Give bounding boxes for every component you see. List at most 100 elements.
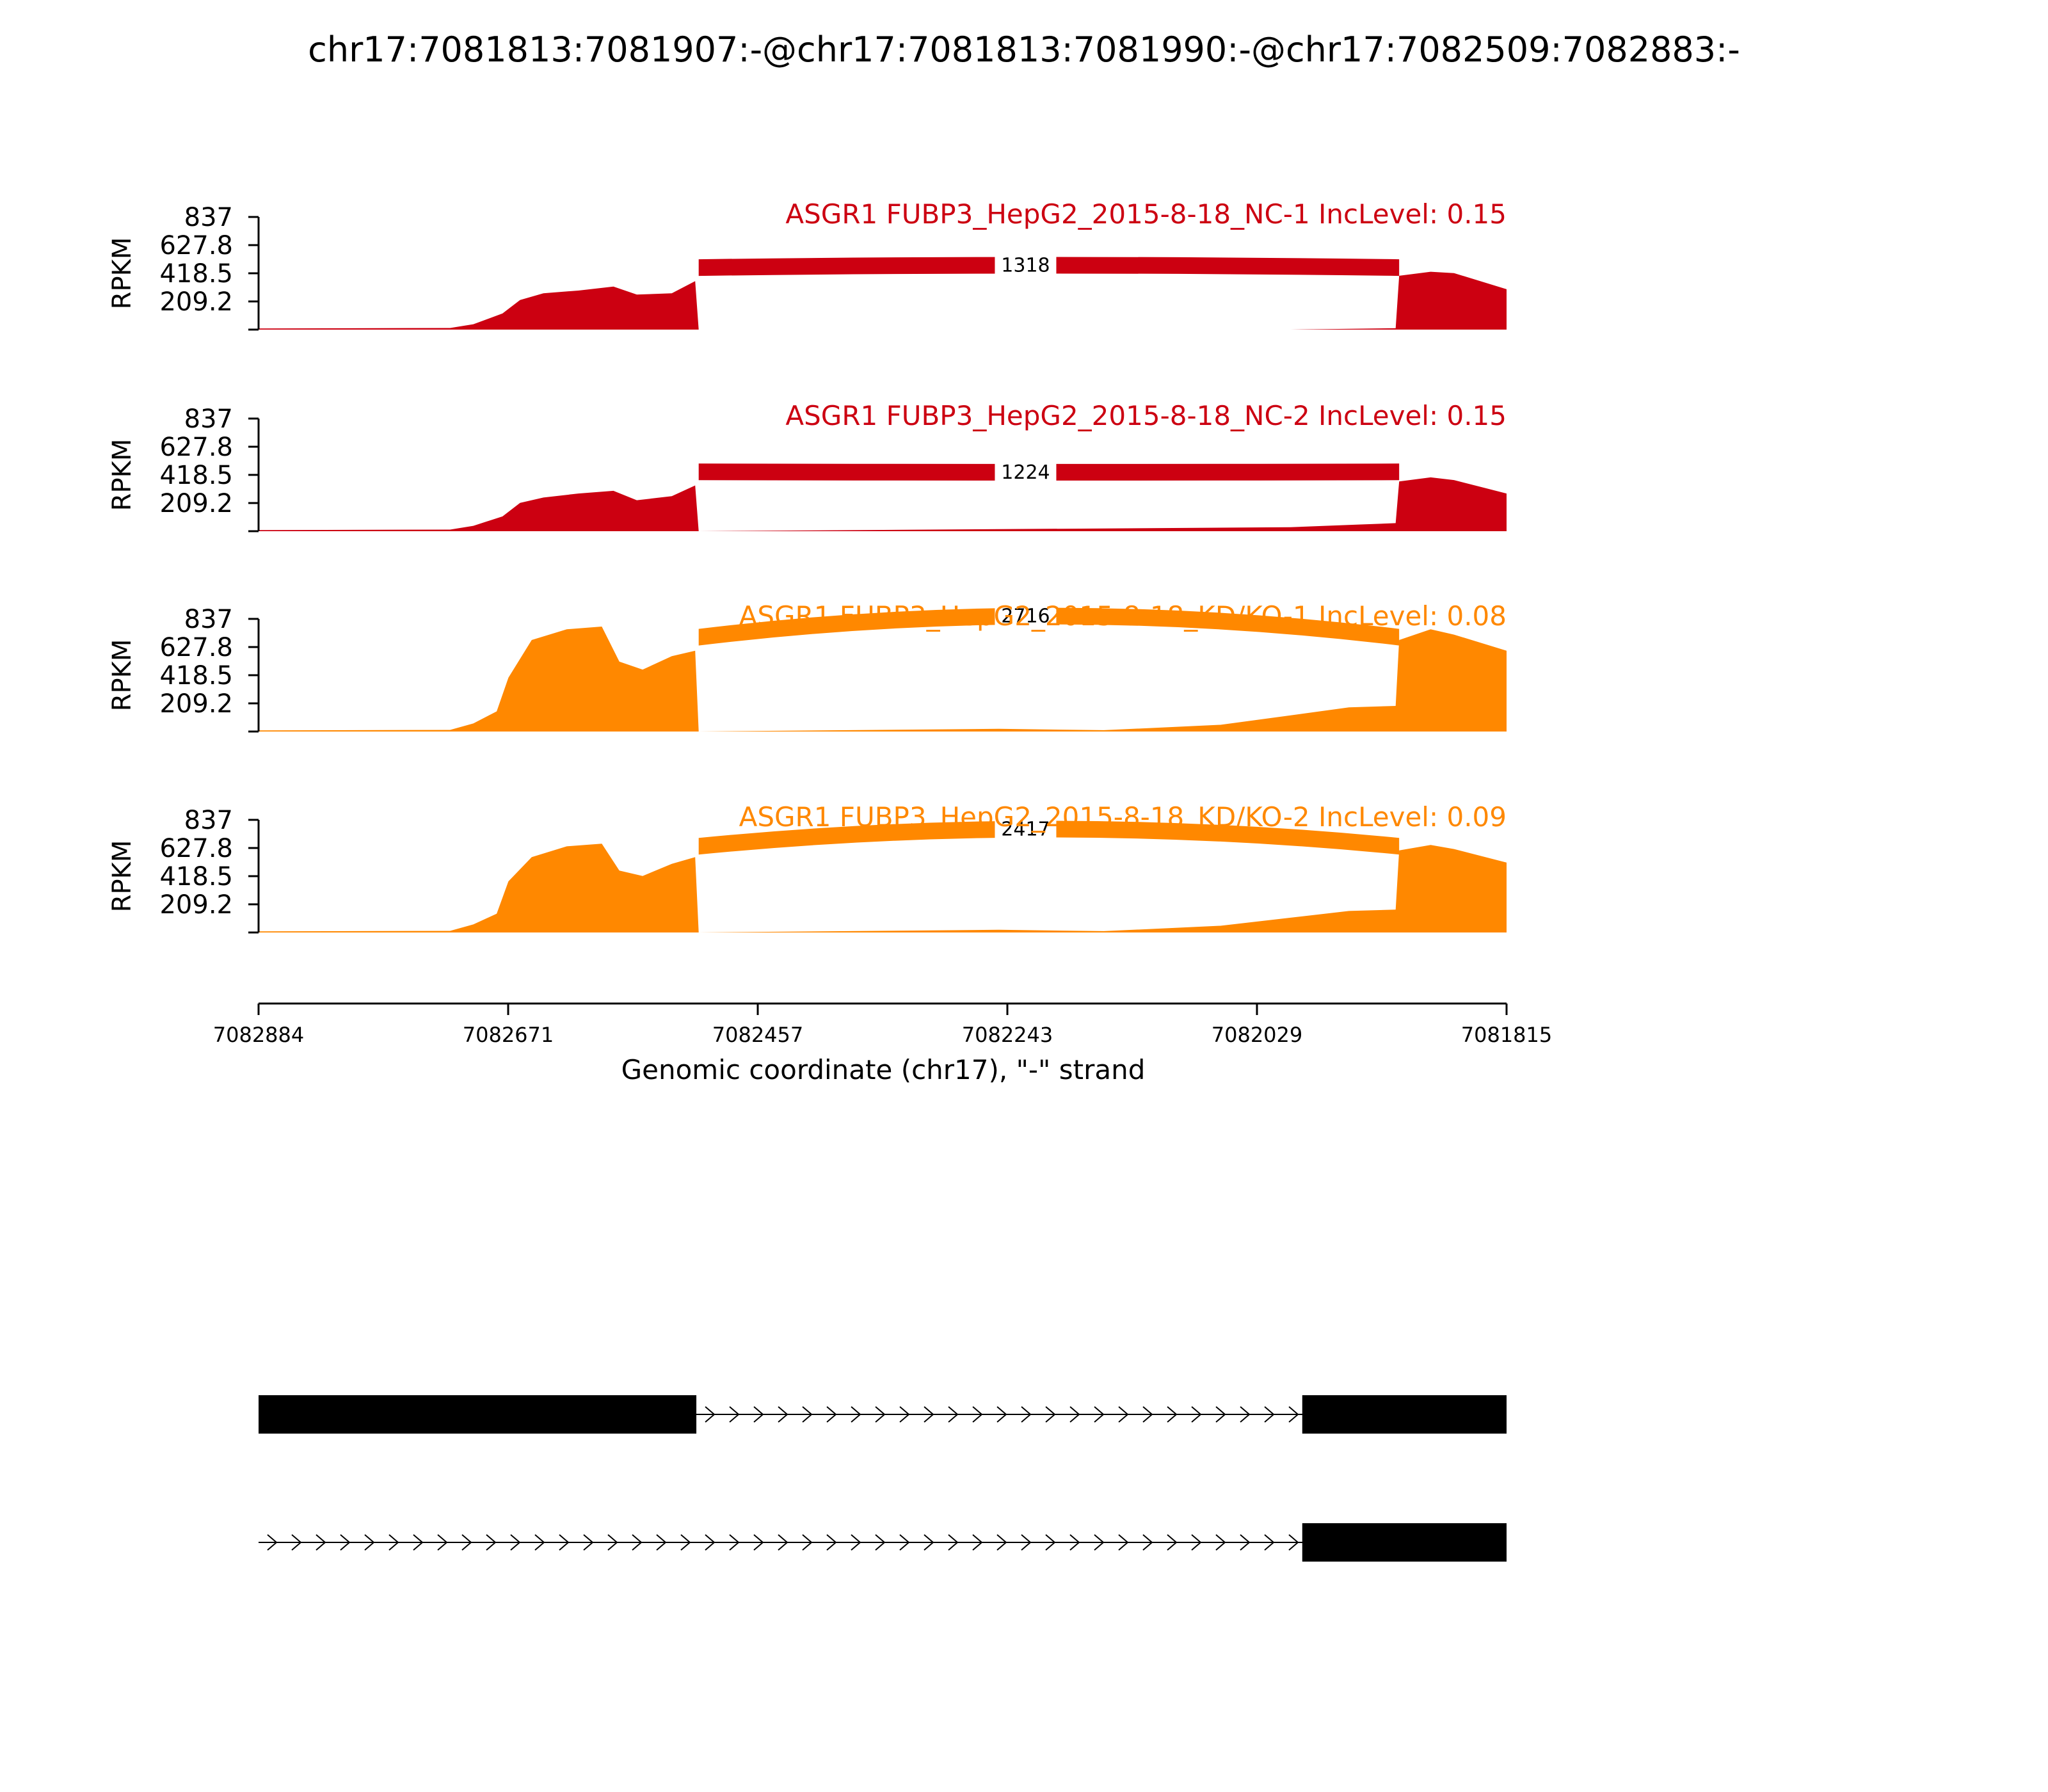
- junction-arc: [698, 607, 1400, 646]
- strand-chevron: [753, 1406, 764, 1423]
- coverage-area: [259, 627, 1507, 732]
- strand-chevron: [583, 1534, 594, 1551]
- strand-chevron: [510, 1534, 521, 1551]
- y-tick-label: 627.8: [159, 633, 233, 662]
- strand-chevron: [267, 1534, 278, 1551]
- y-tick-label: 418.5: [159, 862, 233, 892]
- junction-label-box: [995, 252, 1057, 277]
- y-tick-label: 837: [184, 605, 233, 634]
- junction-count-label: 2417: [1001, 818, 1050, 840]
- strand-chevron: [1215, 1534, 1226, 1551]
- strand-chevron: [826, 1534, 837, 1551]
- strand-chevron: [461, 1534, 472, 1551]
- strand-chevron: [851, 1406, 861, 1423]
- strand-chevron: [1069, 1534, 1080, 1551]
- strand-chevron: [899, 1406, 910, 1423]
- strand-chevron: [1167, 1534, 1178, 1551]
- strand-chevron: [1264, 1406, 1275, 1423]
- strand-chevron: [996, 1534, 1007, 1551]
- strand-chevron: [1094, 1406, 1105, 1423]
- x-tick-label: 7082029: [1212, 1023, 1303, 1047]
- track-title: ASGR1 FUBP3_HepG2_2015-8-18_NC-1 IncLeve…: [785, 198, 1507, 230]
- strand-chevron: [875, 1534, 886, 1551]
- exon-block: [259, 1395, 697, 1434]
- strand-chevron: [1045, 1406, 1056, 1423]
- strand-chevron: [413, 1534, 424, 1551]
- strand-chevron: [1069, 1406, 1080, 1423]
- x-tick-label: 7082243: [962, 1023, 1053, 1047]
- strand-chevron: [1021, 1534, 1032, 1551]
- strand-chevron: [680, 1534, 691, 1551]
- junction-label-box: [995, 459, 1057, 484]
- y-tick-label: 627.8: [159, 834, 233, 863]
- y-tick-label: 209.2: [159, 890, 233, 920]
- strand-chevron: [1288, 1406, 1299, 1423]
- y-tick-label: 627.8: [159, 231, 233, 260]
- coverage-area: [259, 477, 1507, 531]
- strand-chevron: [705, 1534, 716, 1551]
- exon-block: [1302, 1395, 1507, 1434]
- strand-chevron: [948, 1534, 959, 1551]
- strand-chevron: [1191, 1534, 1202, 1551]
- strand-chevron: [729, 1534, 740, 1551]
- strand-chevron: [534, 1534, 545, 1551]
- x-tick-label: 7082671: [463, 1023, 554, 1047]
- junction-label-box: [995, 603, 1057, 628]
- junction-count-label: 2716: [1001, 605, 1050, 628]
- junction-arc: [698, 820, 1400, 855]
- junction-count-label: 1318: [1001, 254, 1050, 276]
- strand-chevron: [1240, 1534, 1251, 1551]
- strand-chevron: [948, 1406, 959, 1423]
- isoform-1: [259, 1395, 1507, 1434]
- y-tick-label: 418.5: [159, 661, 233, 691]
- coverage-area: [259, 844, 1507, 932]
- y-tick-label: 418.5: [159, 461, 233, 490]
- y-axis-label: RPKM: [108, 439, 137, 511]
- strand-chevron: [1288, 1534, 1299, 1551]
- plot-title: chr17:7081813:7081907:-@chr17:7081813:70…: [308, 29, 1740, 70]
- strand-chevron: [899, 1534, 910, 1551]
- strand-chevron: [388, 1534, 399, 1551]
- isoform-2: [259, 1523, 1507, 1562]
- strand-chevron: [802, 1534, 813, 1551]
- strand-chevron: [924, 1406, 934, 1423]
- strand-chevron: [1167, 1406, 1178, 1423]
- strand-chevron: [802, 1406, 813, 1423]
- x-tick-label: 7081815: [1461, 1023, 1553, 1047]
- strand-chevron: [559, 1534, 570, 1551]
- strand-chevron: [729, 1406, 740, 1423]
- strand-chevron: [924, 1534, 934, 1551]
- exon-block: [1302, 1523, 1507, 1562]
- track-title: ASGR1 FUBP3_HepG2_2015-8-18_KD/KO-2 IncL…: [739, 801, 1507, 833]
- y-tick-label: 209.2: [159, 287, 233, 317]
- x-axis-label: Genomic coordinate (chr17), "-" strand: [621, 1054, 1146, 1085]
- strand-chevron: [1021, 1406, 1032, 1423]
- strand-chevron: [826, 1406, 837, 1423]
- strand-chevron: [1264, 1534, 1275, 1551]
- strand-chevron: [632, 1534, 643, 1551]
- y-tick-label: 418.5: [159, 259, 233, 289]
- strand-chevron: [1045, 1534, 1056, 1551]
- strand-chevron: [1142, 1406, 1153, 1423]
- y-axis-label: RPKM: [108, 639, 137, 712]
- y-tick-label: 209.2: [159, 689, 233, 719]
- strand-chevron: [656, 1534, 667, 1551]
- strand-chevron: [364, 1534, 375, 1551]
- y-tick-label: 837: [184, 806, 233, 835]
- x-tick-label: 7082457: [712, 1023, 804, 1047]
- x-axis: 7082884 7082671 7082457 7082243 7082029 70818…: [213, 1002, 1553, 1047]
- isoform-models: [259, 1395, 1507, 1562]
- strand-chevron: [1240, 1406, 1251, 1423]
- strand-chevron: [1191, 1406, 1202, 1423]
- strand-chevron: [753, 1534, 764, 1551]
- y-tick-label: 837: [184, 404, 233, 434]
- junction-label-box: [995, 816, 1057, 841]
- coverage-area: [259, 271, 1507, 330]
- strand-chevron: [778, 1534, 788, 1551]
- y-tick-label: 837: [184, 203, 233, 232]
